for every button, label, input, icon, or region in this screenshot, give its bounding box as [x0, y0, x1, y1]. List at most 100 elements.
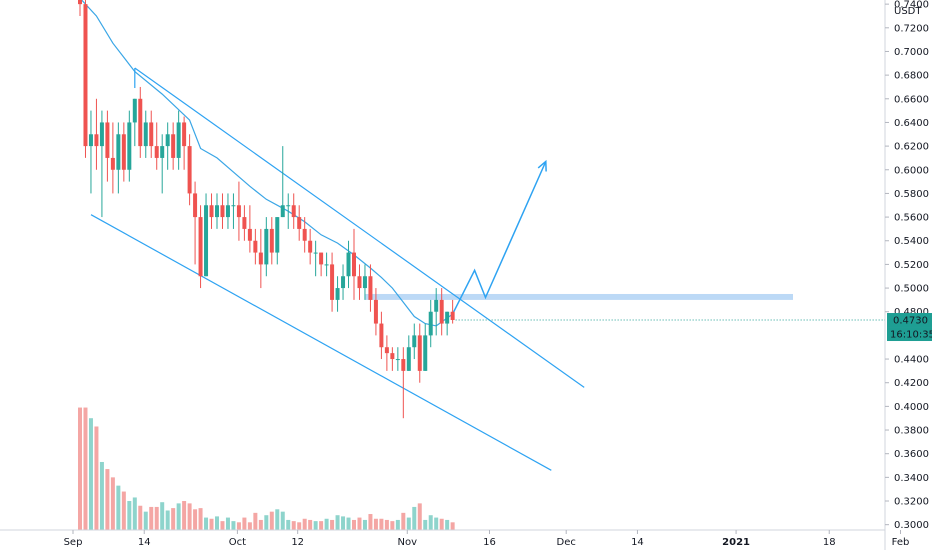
candle[interactable] — [439, 288, 444, 336]
candle[interactable] — [99, 110, 104, 218]
candle-body — [121, 134, 126, 170]
candle[interactable] — [373, 288, 378, 336]
candle-body — [308, 240, 313, 253]
candle[interactable] — [225, 193, 230, 229]
candle[interactable] — [434, 288, 439, 336]
candle[interactable] — [384, 335, 389, 371]
candle[interactable] — [215, 193, 219, 229]
volume-bar — [412, 506, 417, 530]
candle[interactable] — [264, 217, 269, 277]
candle[interactable] — [182, 116, 187, 170]
candle[interactable] — [330, 252, 335, 312]
volume-bar — [280, 511, 285, 530]
candle[interactable] — [335, 276, 340, 312]
volume-bar — [127, 501, 132, 530]
candle[interactable] — [198, 205, 203, 289]
candle[interactable] — [302, 217, 307, 253]
candle[interactable] — [401, 347, 406, 419]
volume-bar — [335, 515, 340, 530]
candle[interactable] — [280, 146, 285, 218]
price-tick-label: 0.6800 — [894, 71, 929, 82]
candle[interactable] — [220, 193, 225, 229]
volume-bar — [297, 522, 302, 530]
candle[interactable] — [121, 122, 126, 182]
candle[interactable] — [368, 264, 373, 312]
candle[interactable] — [362, 264, 367, 300]
candle-body — [319, 252, 324, 265]
candle-body — [450, 311, 455, 321]
candle[interactable] — [154, 122, 159, 170]
candle[interactable] — [450, 299, 455, 324]
channel-upper-line[interactable] — [134, 67, 585, 388]
candle[interactable] — [423, 323, 428, 371]
price-tick-label: 0.6400 — [894, 118, 929, 129]
price-tick-label: 0.4400 — [894, 355, 929, 366]
candle[interactable] — [78, 0, 82, 16]
candle[interactable] — [94, 98, 99, 170]
candle[interactable] — [88, 110, 93, 194]
candle[interactable] — [286, 193, 291, 229]
moving-average-line[interactable] — [80, 0, 453, 327]
candle[interactable] — [127, 110, 132, 182]
candle[interactable] — [417, 323, 422, 383]
candle[interactable] — [247, 205, 252, 253]
volume-bar — [138, 505, 143, 530]
candle[interactable] — [253, 228, 258, 265]
volume-bar — [220, 521, 225, 530]
candle[interactable] — [83, 0, 88, 158]
candle[interactable] — [319, 252, 324, 277]
price-tags: 0.4730 16:10:35 — [455, 313, 932, 342]
volume-bar — [291, 521, 296, 530]
candle[interactable] — [165, 122, 170, 170]
candle-body — [110, 157, 115, 170]
candle[interactable] — [445, 311, 450, 336]
candle[interactable] — [428, 299, 433, 348]
candle[interactable] — [160, 134, 165, 194]
candle[interactable] — [209, 193, 214, 229]
candle[interactable] — [406, 335, 411, 371]
candle[interactable] — [176, 110, 181, 170]
candle[interactable] — [110, 122, 115, 194]
channel-lower-line[interactable] — [90, 214, 552, 471]
candle-body — [138, 98, 143, 147]
candle[interactable] — [105, 110, 110, 182]
candle[interactable] — [395, 347, 400, 371]
candle[interactable] — [132, 98, 137, 147]
candle[interactable] — [324, 252, 329, 277]
candle[interactable] — [242, 205, 247, 241]
candle-body — [335, 288, 340, 300]
candle[interactable] — [357, 264, 362, 300]
candle[interactable] — [390, 347, 395, 371]
candle-body — [373, 299, 378, 324]
candle[interactable] — [346, 240, 351, 289]
candle[interactable] — [116, 122, 121, 194]
candle[interactable] — [275, 217, 280, 265]
candle[interactable] — [171, 122, 176, 170]
candle[interactable] — [313, 240, 318, 277]
candle[interactable] — [269, 217, 274, 265]
candle[interactable] — [341, 264, 346, 300]
resistance-zone-rect[interactable] — [364, 293, 793, 300]
candle[interactable] — [204, 193, 209, 277]
candle[interactable] — [308, 228, 313, 265]
candle[interactable] — [379, 311, 384, 360]
candle[interactable] — [258, 228, 263, 289]
candle[interactable] — [193, 181, 198, 265]
candle[interactable] — [291, 193, 296, 229]
volume-bar — [198, 508, 203, 530]
candle[interactable] — [143, 110, 148, 158]
projection-arrow[interactable] — [451, 161, 547, 315]
candle[interactable] — [231, 193, 236, 229]
candle-body — [247, 228, 252, 241]
candle[interactable] — [297, 205, 302, 241]
candle-body — [154, 146, 159, 158]
price-tick-label: 0.3000 — [894, 520, 929, 531]
candle-body — [231, 205, 236, 207]
candle[interactable] — [412, 323, 417, 360]
candle[interactable] — [352, 228, 356, 300]
candle[interactable] — [149, 110, 154, 158]
candle[interactable] — [138, 86, 143, 158]
candle[interactable] — [187, 134, 192, 206]
candle[interactable] — [236, 181, 241, 241]
